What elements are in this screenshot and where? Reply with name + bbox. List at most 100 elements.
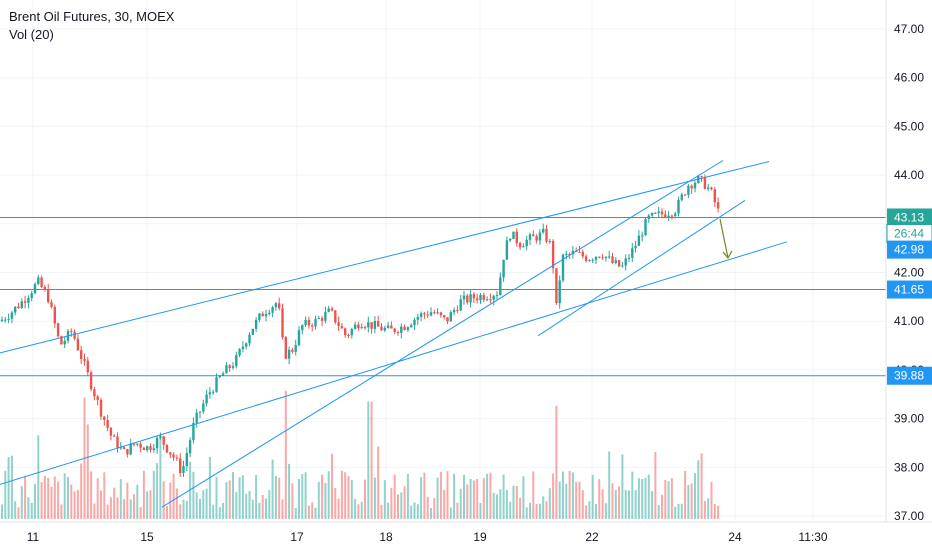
volume-bar: [489, 472, 492, 519]
candle-body: [396, 332, 400, 334]
price-tick-label: 42.00: [894, 266, 924, 280]
candle-body: [624, 258, 627, 266]
price-badge: [887, 208, 932, 227]
volume-bar: [565, 483, 568, 519]
volume-bar: [307, 505, 310, 519]
volume-bar: [591, 474, 594, 519]
volume-bar: [472, 480, 475, 519]
price-axis[interactable]: 37.0038.0039.0040.0041.0042.0043.0044.00…: [894, 22, 924, 523]
volume-bar: [413, 502, 416, 519]
candle-body: [380, 326, 383, 331]
candle-body: [677, 199, 680, 214]
volume-bar: [350, 480, 353, 519]
volume-bar: [271, 459, 274, 519]
volume-bar: [255, 474, 258, 519]
volume-bar: [588, 501, 591, 519]
candle-body: [215, 377, 218, 392]
volume-bar: [430, 507, 432, 519]
candle-body: [482, 295, 485, 300]
candle-body: [221, 373, 225, 376]
candle-body: [393, 328, 396, 333]
volume-bar: [133, 494, 135, 519]
time-axis[interactable]: 11 15 17 18 19 22 24 11:30: [27, 530, 828, 544]
volume-bar: [60, 504, 63, 519]
volume-bar: [146, 491, 149, 519]
candle-body: [251, 328, 254, 335]
candle-body: [363, 327, 367, 329]
volume-bar: [644, 477, 647, 519]
volume-bar: [492, 492, 495, 519]
volume-bar: [43, 475, 46, 519]
volume-bar: [268, 490, 271, 519]
volume-bar: [601, 489, 604, 519]
candle-body: [403, 326, 406, 331]
candle-body: [588, 260, 591, 262]
volume-bar: [538, 503, 541, 519]
candle-body: [297, 330, 301, 346]
symbol-title[interactable]: Brent Oil Futures, 30, MOEX: [9, 9, 175, 24]
volume-bar: [212, 504, 215, 519]
candle-body: [73, 331, 76, 339]
volume-bar: [393, 474, 396, 519]
candle-body: [456, 309, 459, 311]
volume-bar: [628, 490, 630, 519]
horizontal-levels[interactable]: [0, 216, 886, 377]
candle-body: [608, 256, 611, 258]
volume-bar: [278, 477, 281, 519]
volume-bar: [367, 401, 370, 519]
trend-lines[interactable]: [0, 160, 788, 508]
candle-body: [370, 322, 373, 329]
volume-bar: [149, 490, 152, 519]
volume-bar: [637, 478, 640, 519]
time-tick-label: 11: [27, 530, 40, 544]
volume-bar: [281, 499, 284, 519]
candle-body: [347, 334, 350, 336]
candle-body: [446, 317, 449, 322]
volume-bar: [218, 507, 221, 519]
candle-body: [155, 437, 159, 449]
volume-bar: [476, 478, 479, 519]
volume-bar: [453, 473, 456, 519]
trend-line: [0, 241, 788, 485]
volume-bar: [103, 472, 106, 519]
volume-bar: [657, 505, 660, 519]
candle-body: [565, 253, 568, 255]
candle-body: [205, 394, 208, 404]
candle-body: [353, 324, 357, 330]
volume-bar: [24, 475, 27, 519]
volume-bar: [496, 494, 498, 519]
candle-body: [419, 313, 423, 317]
volume-bar: [420, 477, 423, 519]
volume-bar: [486, 473, 489, 519]
volume-bar: [694, 473, 696, 519]
volume-bar: [585, 505, 588, 519]
volume-bar: [443, 489, 446, 519]
candle-body: [122, 447, 126, 450]
candle-body: [604, 256, 608, 258]
down-arrow-drawing[interactable]: [719, 218, 733, 259]
candle-body: [23, 301, 27, 303]
volume-bar: [562, 471, 564, 519]
volume-bar: [624, 489, 627, 519]
candle-body: [495, 295, 499, 297]
volume-bar: [479, 503, 482, 519]
candle-body: [469, 294, 472, 303]
candle-body: [311, 325, 314, 327]
volume-bar: [469, 478, 472, 519]
volume-bar: [172, 473, 175, 519]
volume-bar: [634, 490, 637, 519]
volume-bar: [416, 504, 419, 519]
candle-body: [594, 256, 598, 260]
candle-body: [63, 340, 66, 345]
volume-bar: [20, 486, 23, 519]
volume-bar: [400, 492, 403, 519]
volume-bar: [710, 481, 713, 519]
candle-body: [96, 396, 99, 400]
candle-body: [558, 280, 561, 304]
candle-body: [89, 372, 93, 390]
indicator-label[interactable]: Vol (20): [9, 27, 54, 42]
candle-body: [716, 202, 720, 209]
volume-bar: [542, 496, 545, 519]
